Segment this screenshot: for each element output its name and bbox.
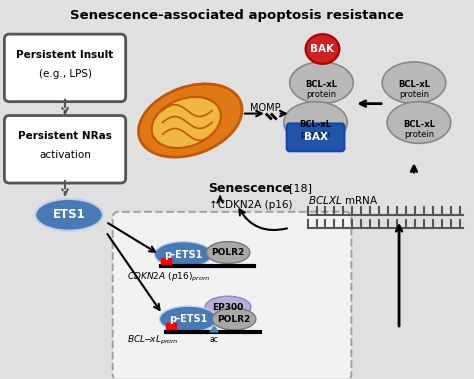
- Text: BAX: BAX: [303, 132, 328, 143]
- Text: (e.g., LPS): (e.g., LPS): [38, 69, 91, 79]
- Text: BAK: BAK: [310, 44, 335, 54]
- FancyBboxPatch shape: [4, 116, 126, 183]
- Text: POLR2: POLR2: [218, 315, 251, 324]
- Text: Persistent Insult: Persistent Insult: [17, 50, 114, 60]
- Text: [18]: [18]: [289, 183, 312, 193]
- Ellipse shape: [306, 34, 339, 64]
- Text: p-ETS1: p-ETS1: [169, 314, 208, 324]
- Ellipse shape: [35, 199, 103, 231]
- Ellipse shape: [284, 102, 347, 143]
- Text: protein: protein: [306, 90, 337, 99]
- Bar: [162, 258, 172, 265]
- FancyBboxPatch shape: [113, 212, 351, 379]
- Text: BCL-xL: BCL-xL: [403, 120, 435, 129]
- Text: EP300: EP300: [212, 302, 244, 312]
- Text: Senescence-associated apoptosis resistance: Senescence-associated apoptosis resistan…: [70, 9, 404, 22]
- Text: ETS1: ETS1: [53, 208, 85, 221]
- Text: $\it{CDKN2A\ (p16)_{prom}}$: $\it{CDKN2A\ (p16)_{prom}}$: [127, 271, 210, 284]
- FancyBboxPatch shape: [287, 124, 345, 151]
- Ellipse shape: [159, 306, 217, 332]
- Text: protein: protein: [399, 90, 429, 99]
- Polygon shape: [210, 326, 218, 332]
- Text: POLR2: POLR2: [211, 248, 245, 257]
- Text: Senescence: Senescence: [208, 182, 291, 194]
- Ellipse shape: [152, 97, 221, 148]
- Ellipse shape: [290, 62, 353, 103]
- Ellipse shape: [382, 62, 446, 103]
- Text: $\it{BCLXL}$ mRNA: $\it{BCLXL}$ mRNA: [308, 194, 378, 206]
- FancyBboxPatch shape: [4, 34, 126, 102]
- Text: $\it{BCL\!\!-\!\!xL_{prom}}$: $\it{BCL\!\!-\!\!xL_{prom}}$: [127, 334, 178, 348]
- Ellipse shape: [205, 296, 251, 318]
- Ellipse shape: [387, 102, 451, 143]
- Text: ac: ac: [210, 335, 219, 345]
- Text: MOMP: MOMP: [250, 103, 281, 113]
- Text: protein: protein: [404, 130, 434, 139]
- Text: ↑CDKN2A (p16): ↑CDKN2A (p16): [209, 200, 292, 210]
- Ellipse shape: [212, 308, 256, 330]
- Text: p-ETS1: p-ETS1: [164, 249, 202, 260]
- Ellipse shape: [138, 84, 242, 157]
- Text: BCL-xL: BCL-xL: [306, 80, 337, 89]
- Ellipse shape: [155, 242, 212, 268]
- Text: protein: protein: [301, 130, 330, 139]
- Text: Persistent NRas: Persistent NRas: [18, 132, 112, 141]
- Bar: [166, 323, 176, 329]
- Text: activation: activation: [39, 150, 91, 160]
- Ellipse shape: [206, 242, 250, 263]
- Text: BCL-xL: BCL-xL: [398, 80, 430, 89]
- Text: BCL-xL: BCL-xL: [300, 120, 331, 129]
